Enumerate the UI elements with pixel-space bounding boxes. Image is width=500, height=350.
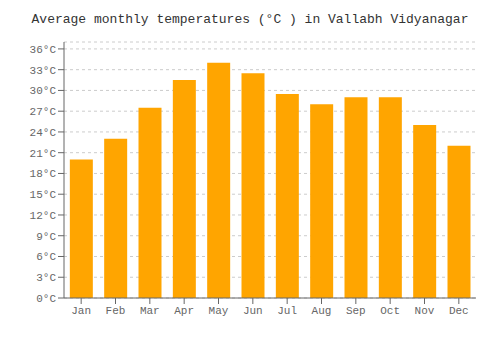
svg-text:9°C: 9°C	[36, 231, 56, 243]
svg-text:15°C: 15°C	[30, 189, 57, 201]
svg-text:Jul: Jul	[277, 305, 297, 317]
svg-text:24°C: 24°C	[30, 127, 57, 139]
svg-text:Aug: Aug	[312, 305, 332, 317]
svg-text:Sep: Sep	[346, 305, 366, 317]
svg-text:27°C: 27°C	[30, 106, 57, 118]
svg-text:18°C: 18°C	[30, 168, 57, 180]
svg-text:Dec: Dec	[449, 305, 469, 317]
svg-text:Apr: Apr	[174, 305, 194, 317]
svg-text:Nov: Nov	[415, 305, 435, 317]
svg-text:21°C: 21°C	[30, 148, 57, 160]
svg-text:33°C: 33°C	[30, 65, 57, 77]
svg-text:6°C: 6°C	[36, 251, 56, 263]
svg-text:3°C: 3°C	[36, 272, 56, 284]
svg-text:Jun: Jun	[243, 305, 263, 317]
svg-text:Jan: Jan	[71, 305, 91, 317]
svg-text:May: May	[209, 305, 229, 317]
svg-text:Mar: Mar	[140, 305, 160, 317]
svg-text:0°C: 0°C	[36, 293, 56, 305]
svg-text:36°C: 36°C	[30, 44, 57, 56]
svg-text:Feb: Feb	[106, 305, 126, 317]
svg-text:12°C: 12°C	[30, 210, 57, 222]
svg-text:30°C: 30°C	[30, 85, 57, 97]
svg-text:Oct: Oct	[380, 305, 400, 317]
html-text:Average monthly temperatures (: Average monthly temperatures (°C ) in Va…	[31, 12, 469, 27]
